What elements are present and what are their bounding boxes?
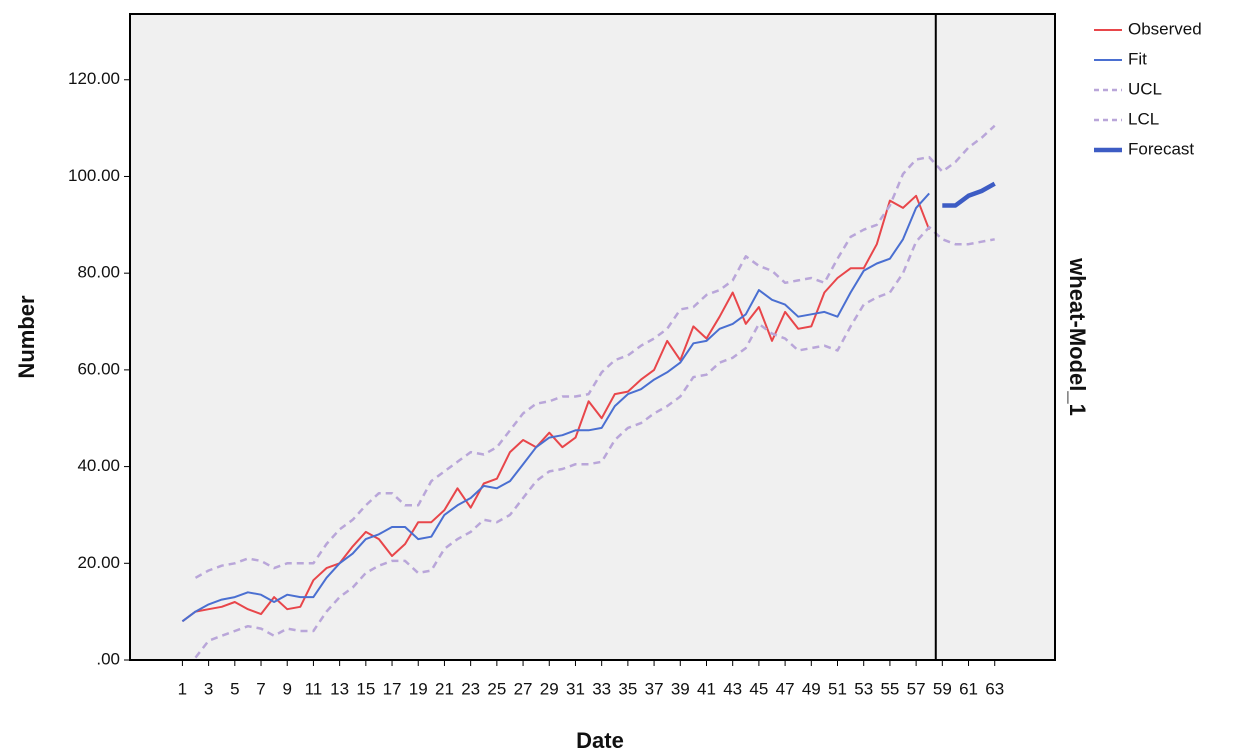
legend-label: Forecast — [1128, 139, 1194, 158]
y-tick-label: 80.00 — [77, 263, 120, 282]
x-tick-label: 53 — [854, 679, 873, 698]
x-tick-label: 47 — [776, 679, 795, 698]
x-tick-label: 59 — [933, 679, 952, 698]
series-line — [194, 225, 995, 659]
x-tick-label: 21 — [435, 679, 454, 698]
y-tick-label: 40.00 — [77, 456, 120, 475]
x-tick-label: 57 — [907, 679, 926, 698]
x-tick-label: 63 — [985, 679, 1004, 698]
x-tick-label: 25 — [487, 679, 506, 698]
y-tick-label: 120.00 — [68, 69, 120, 88]
plot-border — [129, 13, 1056, 661]
x-axis-title: Date — [576, 728, 624, 753]
series-line — [942, 181, 996, 208]
x-tick-label: 33 — [592, 679, 611, 698]
x-tick-label: 43 — [723, 679, 742, 698]
x-tick-label: 19 — [409, 679, 428, 698]
legend-label: Observed — [1128, 19, 1202, 38]
x-tick-label: 49 — [802, 679, 821, 698]
y-tick-label: .00 — [96, 649, 120, 668]
x-tick-label: 11 — [305, 679, 323, 698]
y-tick-label: 20.00 — [77, 553, 120, 572]
x-tick-label: 1 — [178, 679, 187, 698]
x-tick-label: 13 — [330, 679, 349, 698]
x-tick-label: 5 — [230, 679, 239, 698]
x-tick-label: 41 — [697, 679, 716, 698]
plot-area — [130, 14, 1055, 660]
x-tick-label: 37 — [645, 679, 664, 698]
legend-label: Fit — [1128, 49, 1147, 68]
x-tick-label: 27 — [514, 679, 533, 698]
y-tick-label: 100.00 — [68, 166, 120, 185]
x-tick-label: 61 — [959, 679, 978, 698]
x-tick-label: 17 — [383, 679, 402, 698]
series-line — [181, 192, 930, 623]
x-tick-label: 29 — [540, 679, 559, 698]
legend-label: UCL — [1128, 79, 1162, 98]
x-tick-label: 45 — [749, 679, 768, 698]
x-tick-label: 39 — [671, 679, 690, 698]
x-tick-label: 15 — [356, 679, 375, 698]
x-tick-label: 35 — [618, 679, 637, 698]
x-tick-label: 3 — [204, 679, 213, 698]
x-tick-label: 23 — [461, 679, 480, 698]
x-tick-label: 51 — [828, 679, 847, 698]
panel-label: wheat-Model_1 — [1065, 257, 1090, 416]
x-tick-label: 31 — [566, 679, 585, 698]
series-line — [194, 124, 996, 579]
y-tick-label: 60.00 — [77, 359, 120, 378]
x-tick-label: 55 — [880, 679, 899, 698]
y-axis-title: Number — [14, 295, 39, 379]
legend-label: LCL — [1128, 109, 1159, 128]
series-line — [181, 194, 931, 623]
x-tick-label: 7 — [256, 679, 265, 698]
x-tick-label: 9 — [282, 679, 291, 698]
